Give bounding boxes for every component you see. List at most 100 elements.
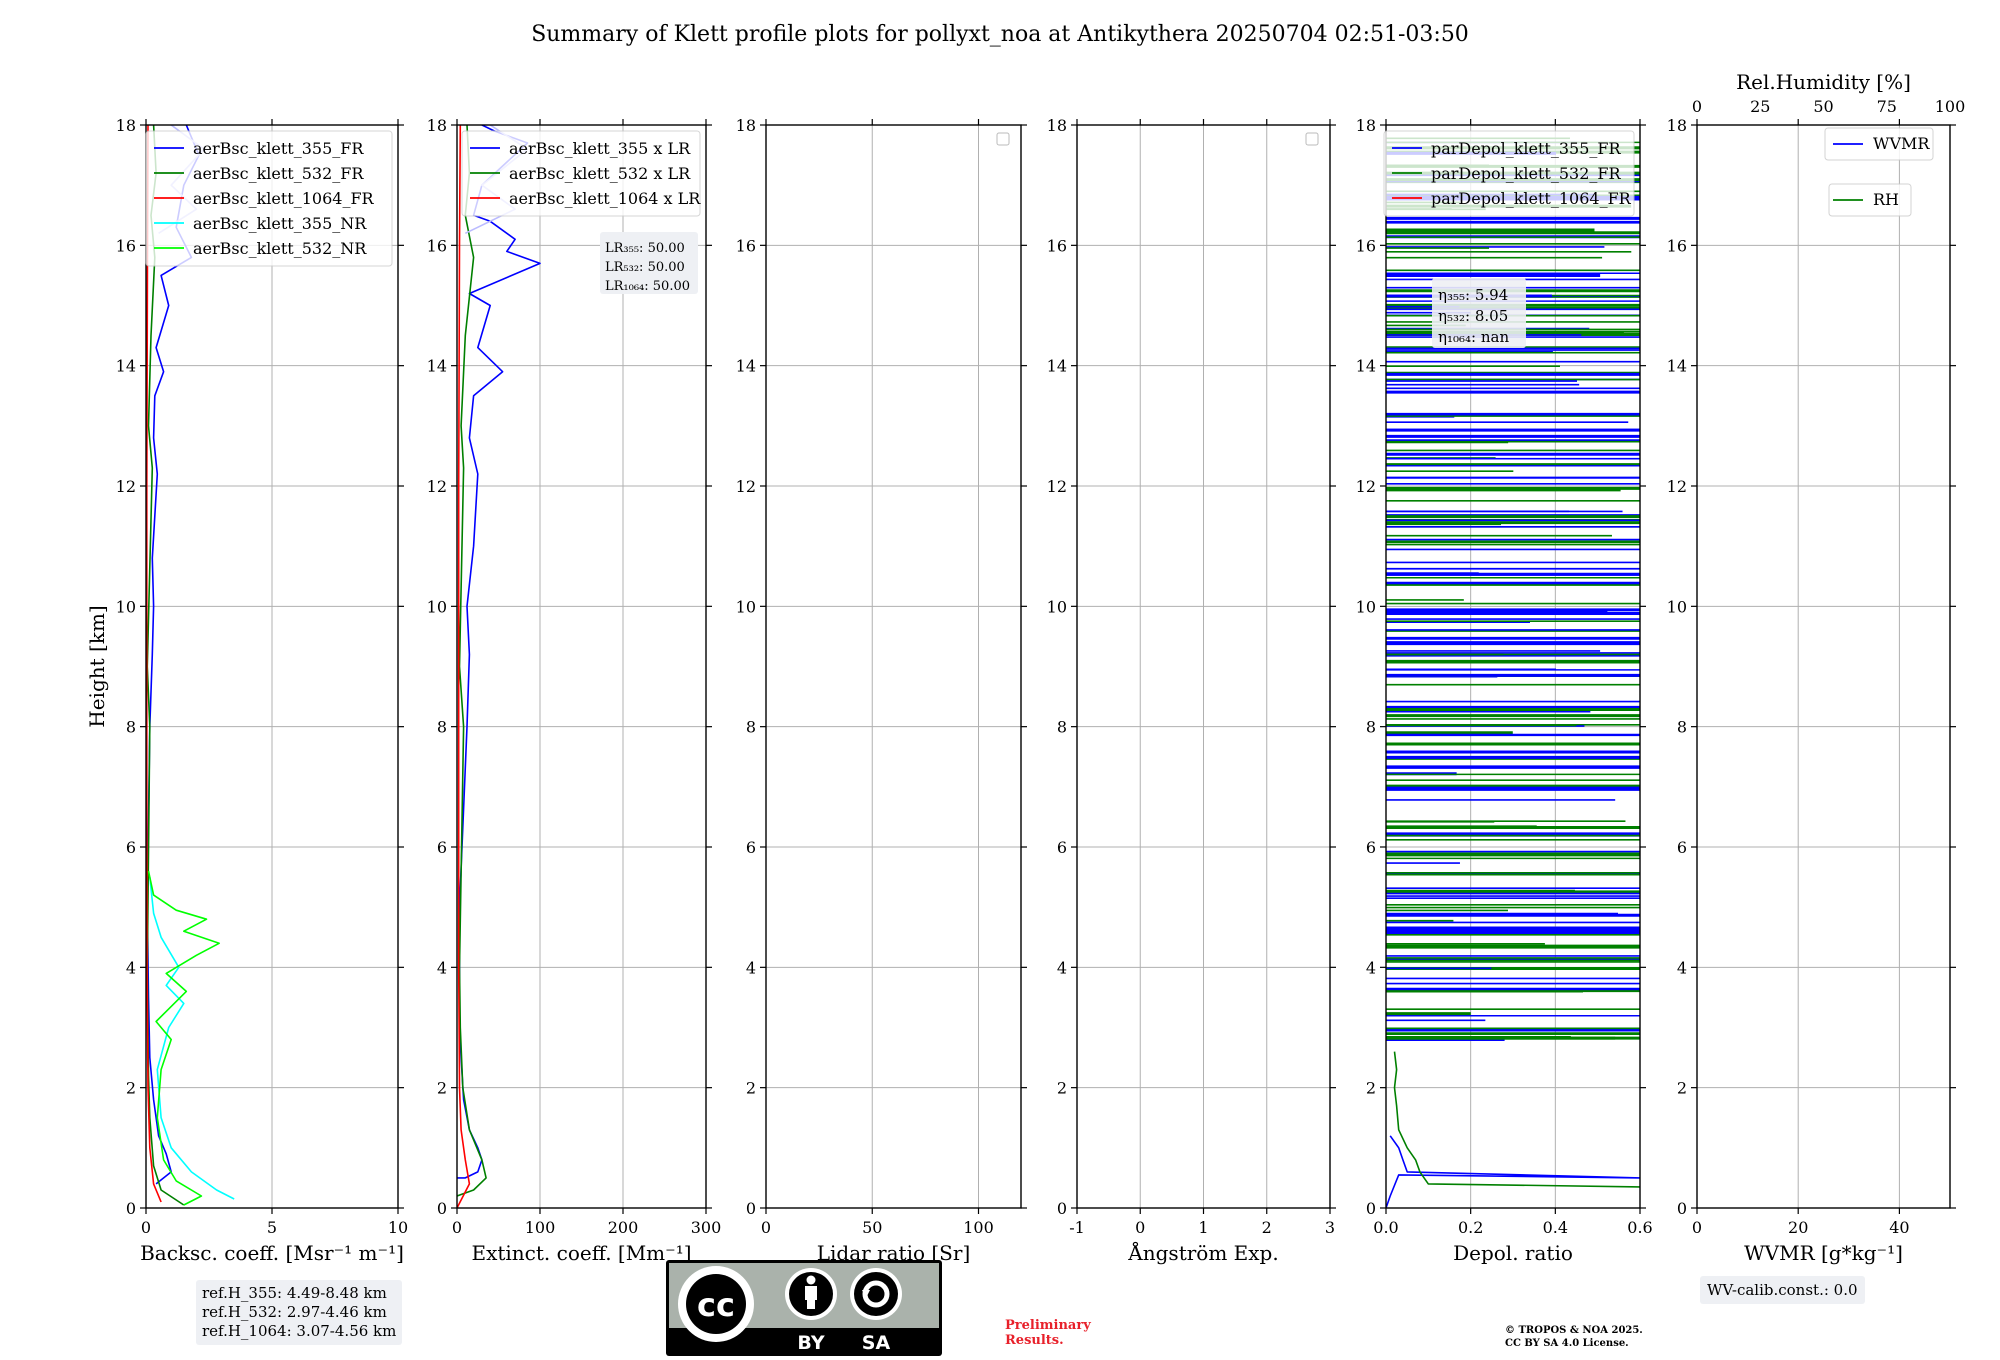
series-backscatter-0 bbox=[146, 125, 200, 1185]
ref-height-1064: ref.H_1064: 3.07-4.56 km bbox=[202, 1322, 397, 1340]
ytick-label-angstrom-2: 4 bbox=[1057, 958, 1067, 977]
ytick-label-depol-6: 12 bbox=[1356, 477, 1376, 496]
top-xtick-label-wvmr-0: 0 bbox=[1692, 97, 1702, 116]
ytick-label-extinction-5: 10 bbox=[427, 597, 447, 616]
ytick-label-extinction-3: 6 bbox=[437, 838, 447, 857]
top-xtick-label-wvmr-4: 100 bbox=[1935, 97, 1966, 116]
ytick-label-extinction-8: 16 bbox=[427, 236, 447, 255]
legend-label-depol-1: parDepol_klett_532_FR bbox=[1431, 164, 1622, 183]
top-xlabel-wvmr: Rel.Humidity [%] bbox=[1736, 70, 1911, 94]
ytick-label-wvmr-0: 0 bbox=[1677, 1199, 1687, 1218]
ytick-label-wvmr-5: 10 bbox=[1667, 597, 1687, 616]
xtick-label-extinction-3: 300 bbox=[691, 1218, 722, 1237]
ytick-label-lidar_ratio-2: 4 bbox=[746, 958, 756, 977]
axes-wvmr: 0 20 40 0 2 4 6 8 10 12 14 16 18 WVMR [g*kg⁻¹] 0 25 50 75… bbox=[1667, 70, 1966, 1265]
cc-text: cc bbox=[697, 1286, 735, 1324]
legend-label-extinction-0: aerBsc_klett_355 x LR bbox=[509, 139, 691, 158]
cc-license-badge: cc BY SA bbox=[666, 1260, 942, 1360]
ytick-label-wvmr-2: 4 bbox=[1677, 958, 1687, 977]
top-xtick-label-wvmr-1: 25 bbox=[1750, 97, 1770, 116]
xtick-label-backscatter-2: 10 bbox=[388, 1218, 408, 1237]
lr-annotation-1: LR₅₃₂: 50.00 bbox=[605, 260, 685, 275]
ytick-label-depol-1: 2 bbox=[1366, 1079, 1376, 1098]
eta-annotation-box bbox=[1432, 278, 1526, 348]
ytick-label-depol-3: 6 bbox=[1366, 838, 1376, 857]
ytick-label-backscatter-7: 14 bbox=[116, 357, 136, 376]
legend-label-wvmr-1: RH bbox=[1873, 190, 1899, 209]
ytick-label-backscatter-8: 16 bbox=[116, 236, 136, 255]
series-extinction-0 bbox=[457, 125, 541, 1179]
axes-depol: 0.0 0.2 0.4 0.6 0 2 4 6 8 10 12 14 16 18 Depol. ratio p… bbox=[1356, 116, 1653, 1265]
ytick-label-extinction-1: 2 bbox=[437, 1079, 447, 1098]
ytick-label-angstrom-8: 16 bbox=[1047, 236, 1067, 255]
data-backscatter bbox=[146, 125, 235, 1206]
ytick-label-wvmr-9: 18 bbox=[1667, 116, 1687, 135]
ytick-label-depol-5: 10 bbox=[1356, 597, 1376, 616]
ytick-label-lidar_ratio-0: 0 bbox=[746, 1199, 756, 1218]
xtick-label-lidar_ratio-0: 0 bbox=[761, 1218, 771, 1237]
legend-box-wvmr-1 bbox=[1828, 183, 1912, 217]
xtick-label-lidar_ratio-2: 100 bbox=[963, 1218, 994, 1237]
lr-annotation-0: LR₃₅₅: 50.00 bbox=[605, 241, 685, 256]
xtick-label-depol-3: 0.6 bbox=[1627, 1218, 1652, 1237]
ytick-label-extinction-2: 4 bbox=[437, 958, 447, 977]
frame-depol bbox=[1385, 124, 1641, 1209]
xtick-label-angstrom-1: 0 bbox=[1135, 1218, 1145, 1237]
copyright-line-1: © TROPOS & NOA 2025. bbox=[1505, 1325, 1643, 1336]
ytick-label-lidar_ratio-7: 14 bbox=[736, 357, 756, 376]
ytick-label-lidar_ratio-3: 6 bbox=[746, 838, 756, 857]
legend-box-backscatter bbox=[145, 130, 393, 267]
legend-label-backscatter-2: aerBsc_klett_1064_FR bbox=[193, 189, 375, 208]
xlabel-extinction: Extinct. coeff. [Mm⁻¹] bbox=[471, 1241, 691, 1265]
ytick-label-backscatter-0: 0 bbox=[126, 1199, 136, 1218]
preliminary-line-1: Preliminary bbox=[1005, 1318, 1091, 1333]
empty-legend-angstrom bbox=[1305, 132, 1319, 146]
preliminary-results-note: Preliminary Results. bbox=[1005, 1318, 1091, 1348]
ytick-label-extinction-9: 18 bbox=[427, 116, 447, 135]
series-depol-0 bbox=[1386, 1135, 1640, 1208]
xtick-label-backscatter-1: 5 bbox=[267, 1218, 277, 1237]
ylabel-backscatter: Height [km] bbox=[85, 605, 109, 727]
ytick-label-angstrom-0: 0 bbox=[1057, 1199, 1067, 1218]
ytick-label-depol-2: 4 bbox=[1366, 958, 1376, 977]
ytick-label-extinction-0: 0 bbox=[437, 1199, 447, 1218]
series-backscatter-4 bbox=[147, 870, 220, 1206]
ytick-label-lidar_ratio-8: 16 bbox=[736, 236, 756, 255]
eta-annotation-1: η₅₃₂: 8.05 bbox=[1438, 307, 1508, 325]
legend-box-wvmr-0 bbox=[1824, 127, 1934, 161]
figure-title: Summary of Klett profile plots for polly… bbox=[531, 22, 1469, 47]
ytick-label-depol-7: 14 bbox=[1356, 357, 1376, 376]
ytick-label-backscatter-9: 18 bbox=[116, 116, 136, 135]
frame-extinction bbox=[456, 124, 707, 1209]
xtick-label-angstrom-4: 3 bbox=[1325, 1218, 1335, 1237]
ytick-label-lidar_ratio-1: 2 bbox=[746, 1079, 756, 1098]
ytick-label-wvmr-8: 16 bbox=[1667, 236, 1687, 255]
axes-extinction: 0 100 200 300 0 2 4 6 8 10 12 14 16 18 Extinct. coeff.… bbox=[427, 116, 722, 1265]
xtick-label-extinction-0: 0 bbox=[452, 1218, 462, 1237]
legend-label-extinction-1: aerBsc_klett_532 x LR bbox=[509, 164, 691, 183]
top-xtick-label-wvmr-3: 75 bbox=[1877, 97, 1897, 116]
ytick-label-extinction-4: 8 bbox=[437, 718, 447, 737]
legend-label-backscatter-1: aerBsc_klett_532_FR bbox=[193, 164, 364, 183]
copyright-line-2: CC BY SA 4.0 License. bbox=[1505, 1338, 1629, 1349]
xtick-label-depol-2: 0.4 bbox=[1543, 1218, 1568, 1237]
ytick-label-angstrom-1: 2 bbox=[1057, 1079, 1067, 1098]
series-depol-1 bbox=[1393, 1051, 1640, 1188]
lr-annotation-box bbox=[600, 232, 698, 294]
ytick-label-backscatter-4: 8 bbox=[126, 718, 136, 737]
ytick-label-lidar_ratio-5: 10 bbox=[736, 597, 756, 616]
xtick-label-backscatter-0: 0 bbox=[141, 1218, 151, 1237]
ytick-label-angstrom-7: 14 bbox=[1047, 357, 1067, 376]
cc-sa-label: SA bbox=[862, 1332, 891, 1354]
empty-legend-lidar_ratio bbox=[996, 132, 1010, 146]
ytick-label-backscatter-6: 12 bbox=[116, 477, 136, 496]
ytick-label-angstrom-9: 18 bbox=[1047, 116, 1067, 135]
lr-annotation-2: LR₁₀₆₄: 50.00 bbox=[605, 279, 690, 294]
xtick-label-angstrom-0: -1 bbox=[1069, 1218, 1085, 1237]
ytick-label-extinction-7: 14 bbox=[427, 357, 447, 376]
cc-by-label: BY bbox=[797, 1332, 824, 1354]
ytick-label-backscatter-5: 10 bbox=[116, 597, 136, 616]
ytick-label-backscatter-3: 6 bbox=[126, 838, 136, 857]
